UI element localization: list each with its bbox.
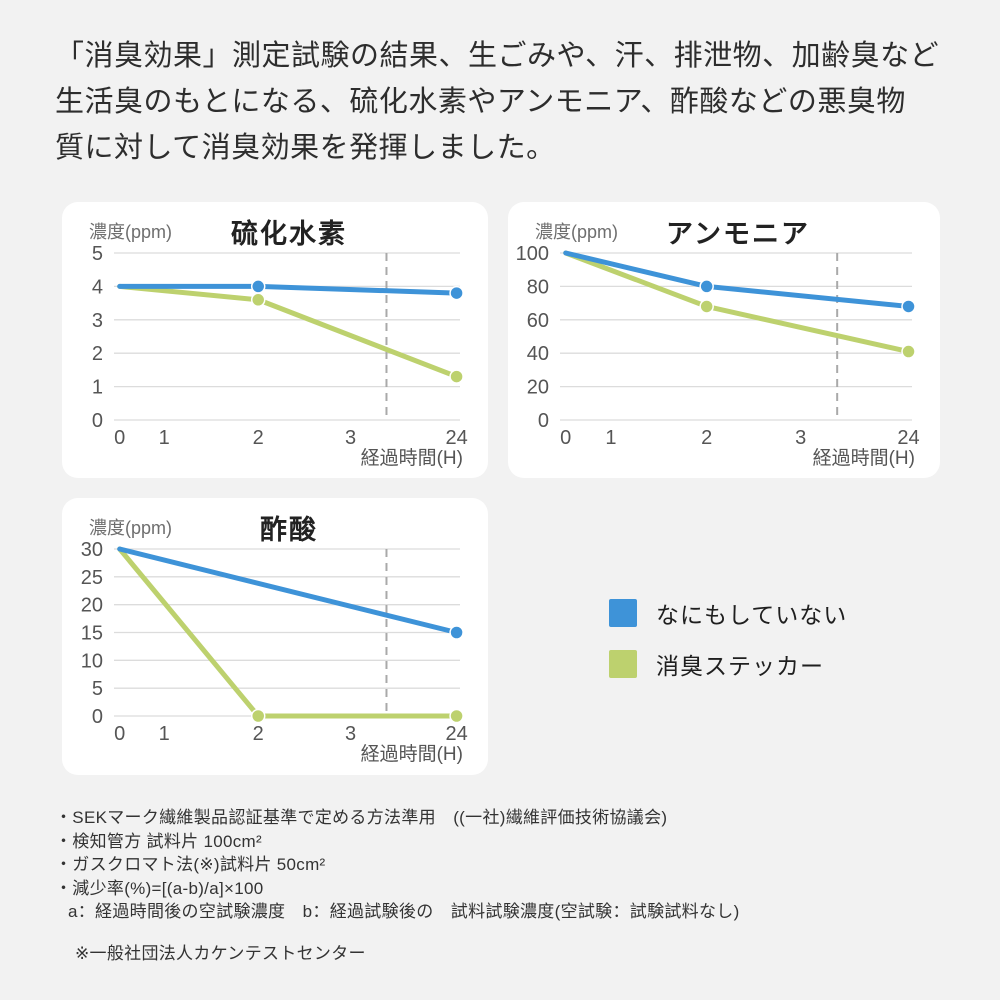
chart-card-ammonia: 濃度(ppm) アンモニア 0 20 40 60 80 100 0 1 2 3 24 経過時間(H) bbox=[508, 202, 940, 478]
svg-text:2: 2 bbox=[253, 427, 264, 449]
svg-text:3: 3 bbox=[795, 427, 806, 449]
footnote-line-5: a：経過時間後の空試験濃度 b：経過試験後の 試料試験濃度(空試験：試験試料なし… bbox=[68, 902, 740, 921]
legend-label-deodorant-sticker: 消臭ステッカー bbox=[656, 653, 824, 679]
intro-line-1: 「消臭効果」測定試験の結果、生ごみや、汗、排泄物、加齢臭など bbox=[55, 40, 940, 72]
svg-text:80: 80 bbox=[527, 276, 549, 298]
chart-title-ammonia: アンモニア bbox=[666, 219, 810, 249]
svg-text:25: 25 bbox=[81, 567, 103, 589]
intro-line-2: 生活臭のもとになる、硫化水素やアンモニア、酢酸などの悪臭物 bbox=[55, 86, 906, 118]
svg-text:40: 40 bbox=[527, 343, 549, 365]
svg-text:1: 1 bbox=[159, 427, 170, 449]
svg-text:30: 30 bbox=[81, 539, 103, 561]
svg-text:24: 24 bbox=[897, 427, 919, 449]
svg-text:経過時間(H): 経過時間(H) bbox=[361, 447, 463, 469]
legend-item-untreated: なにもしていない bbox=[609, 599, 848, 628]
svg-text:20: 20 bbox=[81, 595, 103, 617]
svg-text:経過時間(H): 経過時間(H) bbox=[813, 447, 915, 469]
svg-text:5: 5 bbox=[92, 243, 103, 265]
svg-text:2: 2 bbox=[253, 723, 264, 745]
svg-text:3: 3 bbox=[92, 310, 103, 332]
chart-title-acetic-acid: 酢酸 bbox=[260, 515, 318, 545]
footnote-line-4: ・減少率(%)=[(a-b)/a]×100 bbox=[55, 878, 264, 898]
svg-text:100: 100 bbox=[516, 243, 549, 265]
acetic-acid-line-chart: 0 5 10 15 20 25 30 0 1 2 3 24 経過時間(H) bbox=[62, 498, 488, 775]
svg-text:15: 15 bbox=[81, 623, 103, 645]
chart-card-acetic-acid: 濃度(ppm) 酢酸 0 5 10 15 20 25 30 0 1 2 3 24 経過時間(H) bbox=[62, 498, 488, 775]
svg-text:3: 3 bbox=[345, 723, 356, 745]
svg-text:0: 0 bbox=[114, 427, 125, 449]
svg-text:3: 3 bbox=[345, 427, 356, 449]
svg-text:0: 0 bbox=[114, 723, 125, 745]
footnote-line-2: ・検知管方 試料片 100cm² bbox=[55, 831, 262, 851]
chart-title-hydrogen-sulfide: 硫化水素 bbox=[231, 219, 347, 249]
svg-text:60: 60 bbox=[527, 310, 549, 332]
y-axis-unit-label: 濃度(ppm) bbox=[535, 222, 619, 242]
ammonia-line-chart: 0 20 40 60 80 100 0 1 2 3 24 経過時間(H) bbox=[508, 202, 940, 478]
legend-label-untreated: なにもしていない bbox=[656, 602, 848, 628]
svg-text:10: 10 bbox=[81, 650, 103, 672]
svg-text:0: 0 bbox=[92, 706, 103, 728]
svg-text:24: 24 bbox=[445, 723, 467, 745]
intro-paragraph: 「消臭効果」測定試験の結果、生ごみや、汗、排泄物、加齢臭など 生活臭のもとになる… bbox=[55, 33, 965, 171]
chart-card-hydrogen-sulfide: 濃度(ppm) 硫化水素 0 1 2 3 4 5 0 1 2 3 24 経過時間(H) bbox=[62, 202, 488, 478]
svg-text:4: 4 bbox=[92, 276, 103, 298]
y-axis-unit-label: 濃度(ppm) bbox=[89, 222, 173, 242]
footnote-asterisk: ※一般社団法人カケンテストセンター bbox=[75, 943, 366, 963]
legend-swatch-green bbox=[609, 650, 637, 678]
footnote-line-3: ・ガスクロマト法(※)試料片 50cm² bbox=[55, 855, 326, 874]
legend-swatch-blue bbox=[609, 599, 637, 627]
svg-text:2: 2 bbox=[92, 343, 103, 365]
footnote-line-1: ・SEKマーク繊維製品認証基準で定める方法準用 ((一社)繊維評価技術協議会) bbox=[55, 808, 668, 827]
svg-text:経過時間(H): 経過時間(H) bbox=[361, 743, 463, 765]
svg-text:0: 0 bbox=[92, 410, 103, 432]
svg-text:1: 1 bbox=[605, 427, 616, 449]
chart-legend: なにもしていない 消臭ステッカー bbox=[609, 599, 847, 701]
svg-text:0: 0 bbox=[538, 410, 549, 432]
svg-text:1: 1 bbox=[159, 723, 170, 745]
svg-text:24: 24 bbox=[445, 427, 467, 449]
svg-text:1: 1 bbox=[92, 377, 103, 399]
y-axis-unit-label: 濃度(ppm) bbox=[89, 518, 173, 538]
legend-item-deodorant-sticker: 消臭ステッカー bbox=[609, 650, 847, 679]
footnotes: ・SEKマーク繊維製品認証基準で定める方法準用 ((一社)繊維評価技術協議会) … bbox=[55, 806, 965, 965]
hydrogen-sulfide-line-chart: 0 1 2 3 4 5 0 1 2 3 24 経過時間(H) bbox=[62, 202, 488, 478]
svg-text:20: 20 bbox=[527, 377, 549, 399]
svg-text:2: 2 bbox=[701, 427, 712, 449]
intro-line-3: 質に対して消臭効果を発揮しました。 bbox=[55, 132, 556, 164]
svg-text:0: 0 bbox=[560, 427, 571, 449]
svg-text:5: 5 bbox=[92, 678, 103, 700]
